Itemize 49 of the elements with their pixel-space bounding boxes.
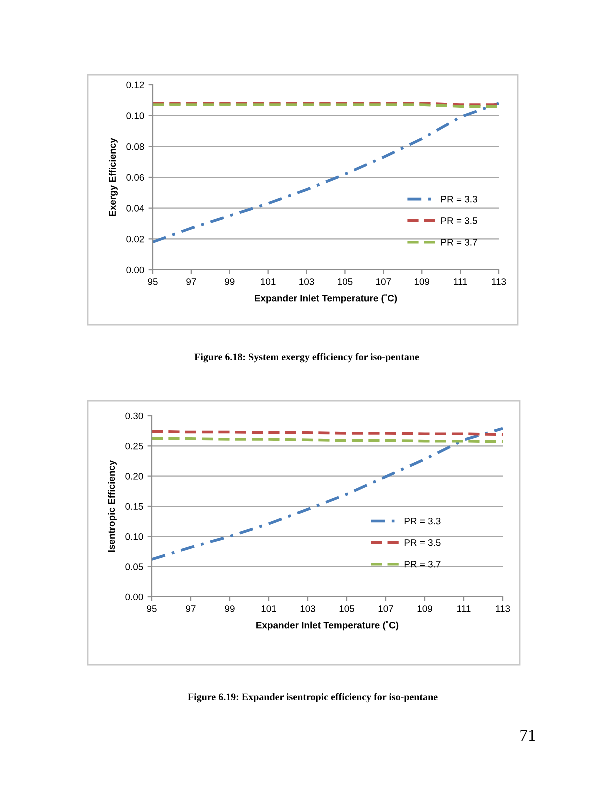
x-tick-label: 101	[262, 606, 276, 612]
x-axis-title: Expander Inlet Temperature (˚C)	[256, 621, 399, 631]
legend-label: PR = 3.7	[404, 561, 441, 568]
y-tick-label: 0.05	[126, 564, 144, 570]
x-tick-label: 103	[300, 606, 316, 612]
x-tick-label: 109	[418, 606, 432, 612]
x-tick-label: 101	[261, 278, 276, 286]
y-tick-label: 0.10	[126, 533, 144, 540]
x-tick-label: 99	[225, 278, 235, 286]
x-tick-label: 113	[496, 606, 510, 612]
x-tick-label: 103	[300, 278, 314, 286]
y-tick-label: 0.20	[126, 473, 144, 480]
y-tick-label: 0.25	[126, 442, 144, 450]
legend-label: PR = 3.7	[442, 239, 478, 246]
line-series	[150, 427, 504, 561]
y-tick-label: 0.00	[126, 266, 144, 274]
x-tick-label: 95	[148, 278, 158, 286]
x-tick-label: 105	[338, 278, 353, 286]
x-tick-label: 107	[378, 606, 394, 612]
line-series	[152, 102, 500, 244]
y-axis-title: Isentropic Efficiency	[108, 460, 117, 552]
y-tick-label: 0.04	[126, 205, 144, 212]
legend-label: PR = 3.3	[442, 196, 478, 203]
y-tick-label: 0.12	[126, 82, 144, 89]
y-tick-label: 0.10	[126, 112, 144, 120]
x-tick-label: 105	[340, 606, 354, 612]
x-tick-label: 97	[186, 606, 196, 612]
legend-label: PR = 3.5	[442, 218, 478, 224]
x-tick-label: 107	[376, 278, 392, 286]
x-tick-label: 95	[147, 606, 157, 612]
x-axis-title: Expander Inlet Temperature (˚C)	[255, 294, 398, 304]
x-tick-label: 99	[225, 606, 235, 612]
y-tick-label: 0.08	[126, 143, 144, 150]
x-tick-label: 113	[492, 278, 506, 286]
y-tick-label: 0.30	[126, 412, 144, 420]
y-axis-title: Exergy Efficiency	[109, 138, 118, 216]
y-tick-label: 0.02	[126, 236, 144, 243]
x-tick-label: 109	[414, 278, 430, 286]
legend-label: PR = 3.3	[404, 518, 441, 525]
text: 71	[520, 730, 536, 742]
caption: Figure 6.18: System exergy efficiency for iso-pentane	[194, 353, 420, 363]
caption: Figure 6.19: Expander isentropic efficiency for iso-pentane	[188, 693, 438, 703]
y-tick-label: 0.00	[126, 594, 144, 601]
y-tick-label: 0.06	[126, 174, 144, 182]
x-tick-label: 111	[458, 606, 471, 612]
legend-label: PR = 3.5	[404, 540, 441, 546]
y-tick-label: 0.15	[126, 503, 144, 510]
x-tick-label: 111	[454, 278, 468, 286]
x-tick-label: 97	[186, 278, 196, 286]
